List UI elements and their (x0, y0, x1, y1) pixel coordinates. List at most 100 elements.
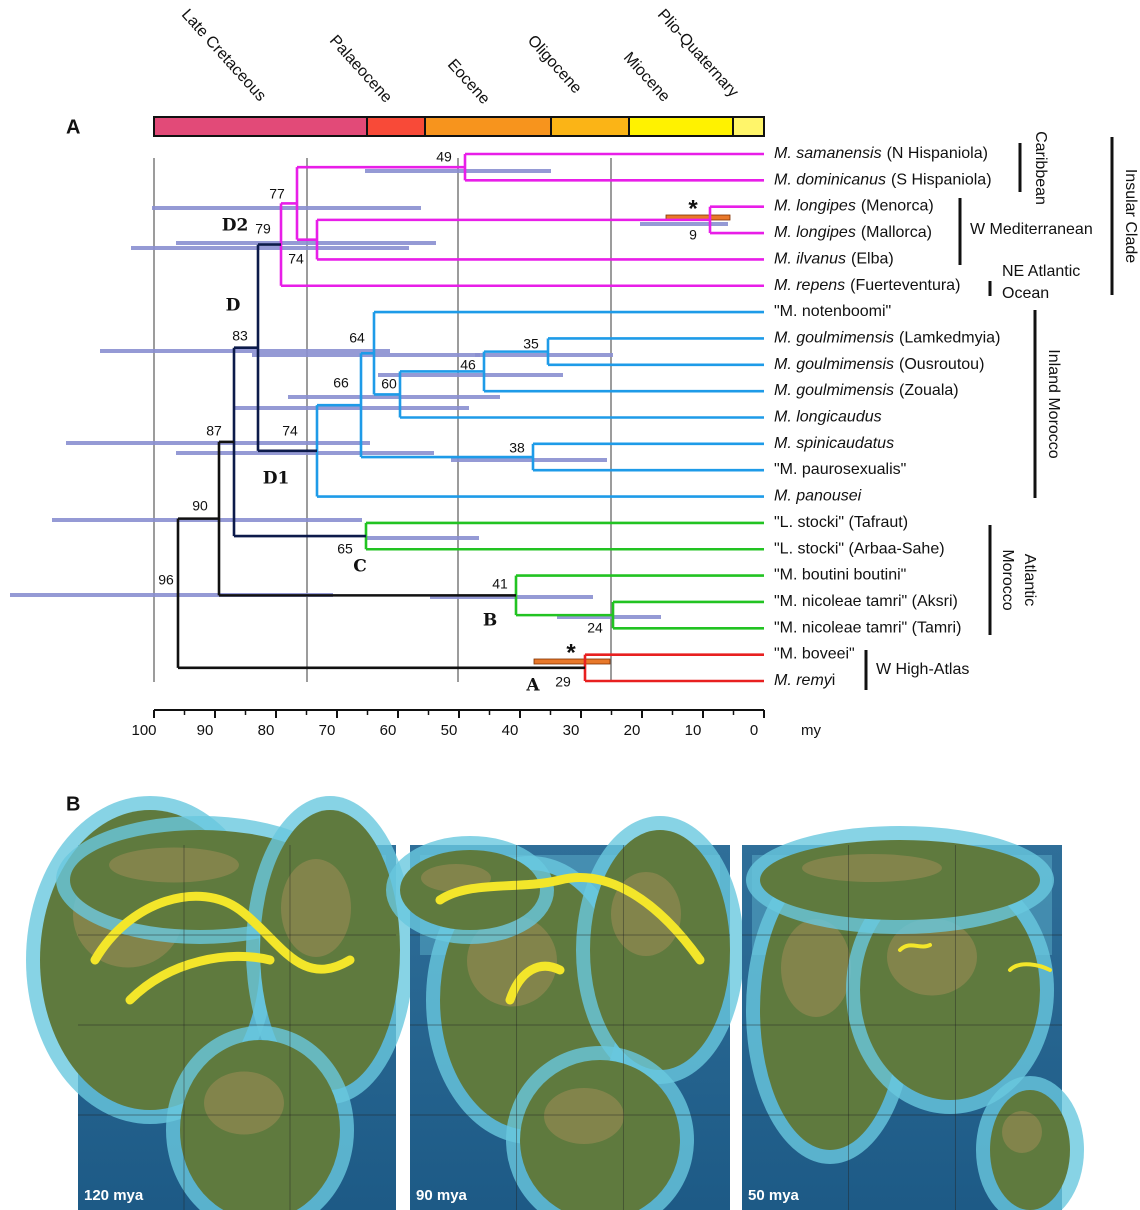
group-label: Ocean (1002, 285, 1049, 302)
taxon-italic: M. longicaudus (774, 409, 882, 426)
interval-bar (640, 222, 728, 226)
interval-bar (131, 246, 409, 250)
axis-tick-label: 70 (319, 722, 336, 739)
interval-bar (234, 406, 469, 410)
taxon-name: M. samanensis(N Hispaniola) (774, 145, 988, 162)
taxon-name: "M. boutini boutini" (774, 567, 906, 584)
taxon-name: M. longicaudus (774, 409, 882, 426)
taxon-name: "M. nicoleae tamri" (Tamri) (774, 620, 961, 637)
map-caption: 50 mya (748, 1187, 800, 1204)
node-age: 35 (523, 336, 539, 352)
axis-tick-label: 40 (502, 722, 519, 739)
group-label: W Mediterranean (970, 221, 1093, 238)
taxon-italic: M. longipes (774, 224, 856, 241)
taxon-roman: "L. stocki" (Tafraut) (774, 514, 908, 531)
node-age: 87 (206, 423, 222, 439)
taxon-italic: M. remy (774, 672, 833, 689)
taxon-roman: (Ousroutou) (899, 356, 984, 373)
period-band (425, 117, 551, 136)
interval-bar (152, 206, 421, 210)
axis-tick-label: 10 (685, 722, 702, 739)
taxon-name: M. remyi (774, 672, 835, 689)
node-age: 90 (192, 498, 208, 514)
taxon-roman: (Zouala) (899, 382, 959, 399)
group-label: Inland Morocco (1045, 349, 1062, 458)
map-caption: 120 mya (84, 1187, 144, 1204)
taxon-name: "M. paurosexualis" (774, 461, 906, 478)
taxon-italic: M. repens (774, 277, 845, 294)
node-age: 60 (381, 376, 397, 392)
taxon-name: M. longipes (Menorca) (774, 198, 934, 215)
taxon-italic: M. longipes (774, 198, 856, 215)
figure: A B Late Cretaceous Palaeocene Eocene Oligo… (0, 0, 1140, 1210)
taxon-roman: (Menorca) (861, 198, 934, 215)
node-age: 9 (689, 227, 697, 243)
taxon-name: M. goulmimensis (Zouala) (774, 382, 959, 399)
period-band (733, 117, 764, 136)
map-land-highlight (1002, 1111, 1042, 1153)
interval-bar (176, 241, 436, 245)
taxon-name: M. ilvanus(Elba) (774, 251, 894, 268)
axis-tick-label: 60 (380, 722, 397, 739)
taxon-roman: (N Hispaniola) (887, 145, 988, 162)
node-age: 49 (436, 149, 452, 165)
panel-label: B (66, 793, 80, 815)
taxon-italic: M. panousei (774, 488, 862, 505)
interval-bar (451, 458, 607, 462)
axis-unit: my (801, 722, 821, 739)
taxon-italic: M. dominicanus (774, 172, 886, 189)
taxon-name: "M. boveei" (774, 646, 855, 663)
taxon-italic: M. spinicaudatus (774, 435, 894, 452)
taxon-italic: M. goulmimensis (774, 356, 894, 373)
clade-label: D (226, 296, 241, 316)
clade-label: A (525, 676, 540, 696)
group-label: Caribbean (1032, 131, 1049, 205)
taxon-name: M. goulmimensis (Ousroutou) (774, 356, 984, 373)
node-age: 96 (158, 572, 174, 588)
taxon-name: "L. stocki" (Tafraut) (774, 514, 908, 531)
interval-bar (365, 536, 479, 540)
taxon-roman: (Fuerteventura) (850, 277, 960, 294)
node-age: 65 (337, 541, 353, 557)
taxon-italic: M. goulmimensis (774, 382, 894, 399)
map-land-highlight (109, 848, 239, 883)
taxon-roman: (Elba) (851, 251, 894, 268)
taxon-name: "L. stocki" (Arbaa-Sahe) (774, 540, 945, 557)
group-label: Morocco (999, 549, 1016, 610)
panel-label: A (66, 116, 80, 138)
node-age: 74 (288, 251, 304, 267)
period-name: Late Cretaceous (178, 6, 269, 105)
node-age: 83 (232, 328, 248, 344)
taxon-name: M. repens (Fuerteventura) (774, 277, 960, 294)
period-name: Oligocene (524, 32, 585, 97)
period-band (551, 117, 629, 136)
group-label: W High-Atlas (876, 661, 969, 678)
group-label: Atlantic (1021, 554, 1038, 606)
map-land-highlight (802, 854, 942, 882)
axis-tick-label: 80 (258, 722, 275, 739)
map-land-highlight (781, 919, 851, 1017)
taxon-name: M. longipes(Mallorca) (774, 224, 932, 241)
taxon-name: "M. nicoleae tamri" (Aksri) (774, 593, 958, 610)
node-age: 64 (349, 330, 365, 346)
taxon-italic: M. goulmimensis (774, 330, 894, 347)
taxon-roman: (Lamkedmyia) (899, 330, 1000, 347)
node-age: 41 (492, 576, 508, 592)
clade-label: D1 (263, 469, 290, 489)
taxon-roman: "L. stocki" (Arbaa-Sahe) (774, 540, 945, 557)
taxon-roman: "M. paurosexualis" (774, 461, 906, 478)
period-band (367, 117, 425, 136)
period-band (154, 117, 367, 136)
taxon-name: "M. notenboomi" (774, 303, 891, 320)
node-age: 24 (587, 620, 603, 636)
node-age: 38 (509, 440, 525, 456)
period-name: Eocene (444, 56, 493, 108)
node-age: 29 (555, 674, 571, 690)
period-name: Palaeocene (326, 32, 395, 106)
taxon-roman: "M. nicoleae tamri" (Aksri) (774, 593, 958, 610)
axis-tick-label: 100 (131, 722, 156, 739)
taxon-name: M. goulmimensis (Lamkedmyia) (774, 330, 1000, 347)
node-age: 77 (269, 186, 285, 202)
taxon-roman: "M. boutini boutini" (774, 567, 906, 584)
map-land-highlight (544, 1088, 624, 1144)
